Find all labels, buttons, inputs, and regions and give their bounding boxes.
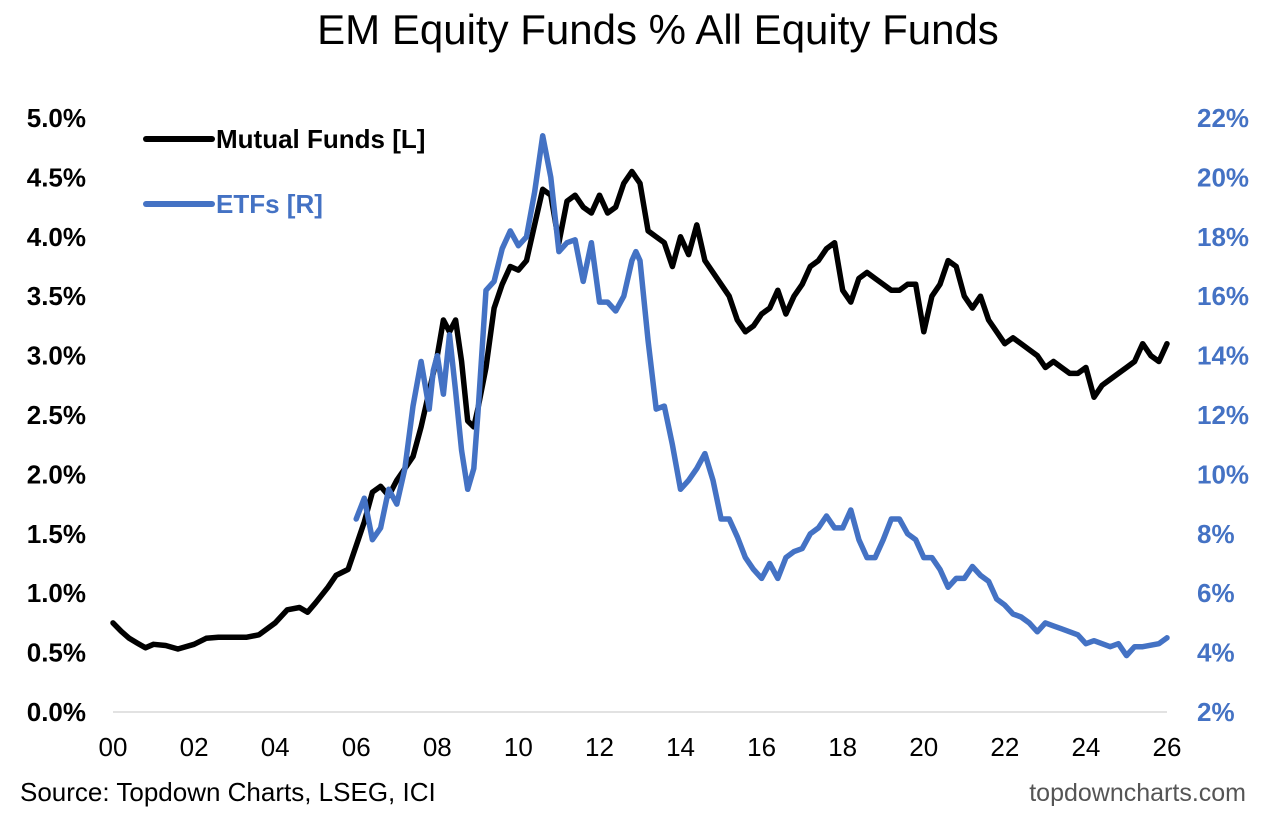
y-right-tick-label: 14% [1197,341,1249,371]
x-tick-label: 06 [342,732,371,762]
y-right-tick-label: 6% [1197,578,1235,608]
x-tick-label: 02 [180,732,209,762]
y-right-tick-label: 20% [1197,162,1249,192]
legend-label-mutual-funds: Mutual Funds [L] [216,124,425,154]
y-right-tick-label: 22% [1197,103,1249,133]
y-right-tick-label: 2% [1197,697,1235,727]
y-right-axis: 2% 4% 6% 8% 10% 12% 14% 16% 18% 20% 22% [1197,103,1249,727]
y-right-tick-label: 8% [1197,519,1235,549]
y-right-tick-label: 16% [1197,281,1249,311]
x-tick-label: 04 [261,732,290,762]
y-left-tick-label: 1.5% [27,519,86,549]
x-tick-label: 10 [504,732,533,762]
y-right-tick-label: 18% [1197,222,1249,252]
x-tick-label: 26 [1153,732,1182,762]
chart-title: EM Equity Funds % All Equity Funds [317,6,999,53]
y-left-tick-label: 2.5% [27,400,86,430]
y-right-tick-label: 12% [1197,400,1249,430]
x-tick-label: 22 [990,732,1019,762]
y-left-tick-label: 0.0% [27,697,86,727]
y-left-tick-label: 0.5% [27,638,86,668]
x-tick-label: 00 [99,732,128,762]
y-right-tick-label: 10% [1197,459,1249,489]
x-tick-label: 12 [585,732,614,762]
y-left-axis: 0.0% 0.5% 1.0% 1.5% 2.0% 2.5% 3.0% 3.5% 4.0% 4.5%… [27,103,86,727]
y-left-tick-label: 2.0% [27,459,86,489]
x-tick-label: 16 [747,732,776,762]
legend-label-etfs: ETFs [R] [216,189,323,219]
x-tick-label: 08 [423,732,452,762]
x-tick-label: 24 [1071,732,1100,762]
series-line-mutual-funds [110,168,1170,652]
x-tick-label: 14 [666,732,695,762]
y-left-tick-label: 1.0% [27,578,86,608]
source-note: Source: Topdown Charts, LSEG, ICI [20,777,436,807]
y-left-tick-label: 4.5% [27,162,86,192]
y-left-tick-label: 4.0% [27,222,86,252]
x-tick-label: 20 [909,732,938,762]
legend: Mutual Funds [L] ETFs [R] [143,124,425,219]
y-left-tick-label: 3.5% [27,281,86,311]
brand-watermark: topdowncharts.com [1029,779,1246,807]
y-left-tick-label: 3.0% [27,341,86,371]
y-right-tick-label: 4% [1197,638,1235,668]
x-tick-label: 18 [828,732,857,762]
x-axis: 00 02 04 06 08 10 12 14 16 18 20 22 24 26 [99,732,1182,762]
series-line-etfs [353,133,1170,659]
y-left-tick-label: 5.0% [27,103,86,133]
